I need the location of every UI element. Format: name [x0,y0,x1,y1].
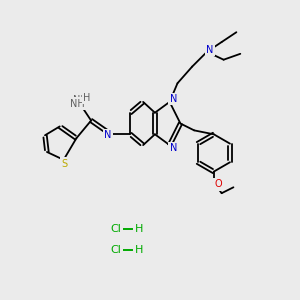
Text: H: H [70,99,77,109]
Text: NH: NH [73,95,88,105]
Text: Cl: Cl [110,224,121,233]
Text: N: N [170,94,177,104]
Text: S: S [61,159,68,169]
Text: H: H [135,224,143,233]
Text: NH: NH [70,99,85,109]
Text: H: H [135,245,143,255]
Text: N: N [170,143,177,153]
Text: Cl: Cl [110,245,121,255]
Text: N: N [206,45,214,55]
Text: O: O [215,179,223,189]
Text: N: N [104,130,112,140]
Text: H: H [83,93,91,103]
